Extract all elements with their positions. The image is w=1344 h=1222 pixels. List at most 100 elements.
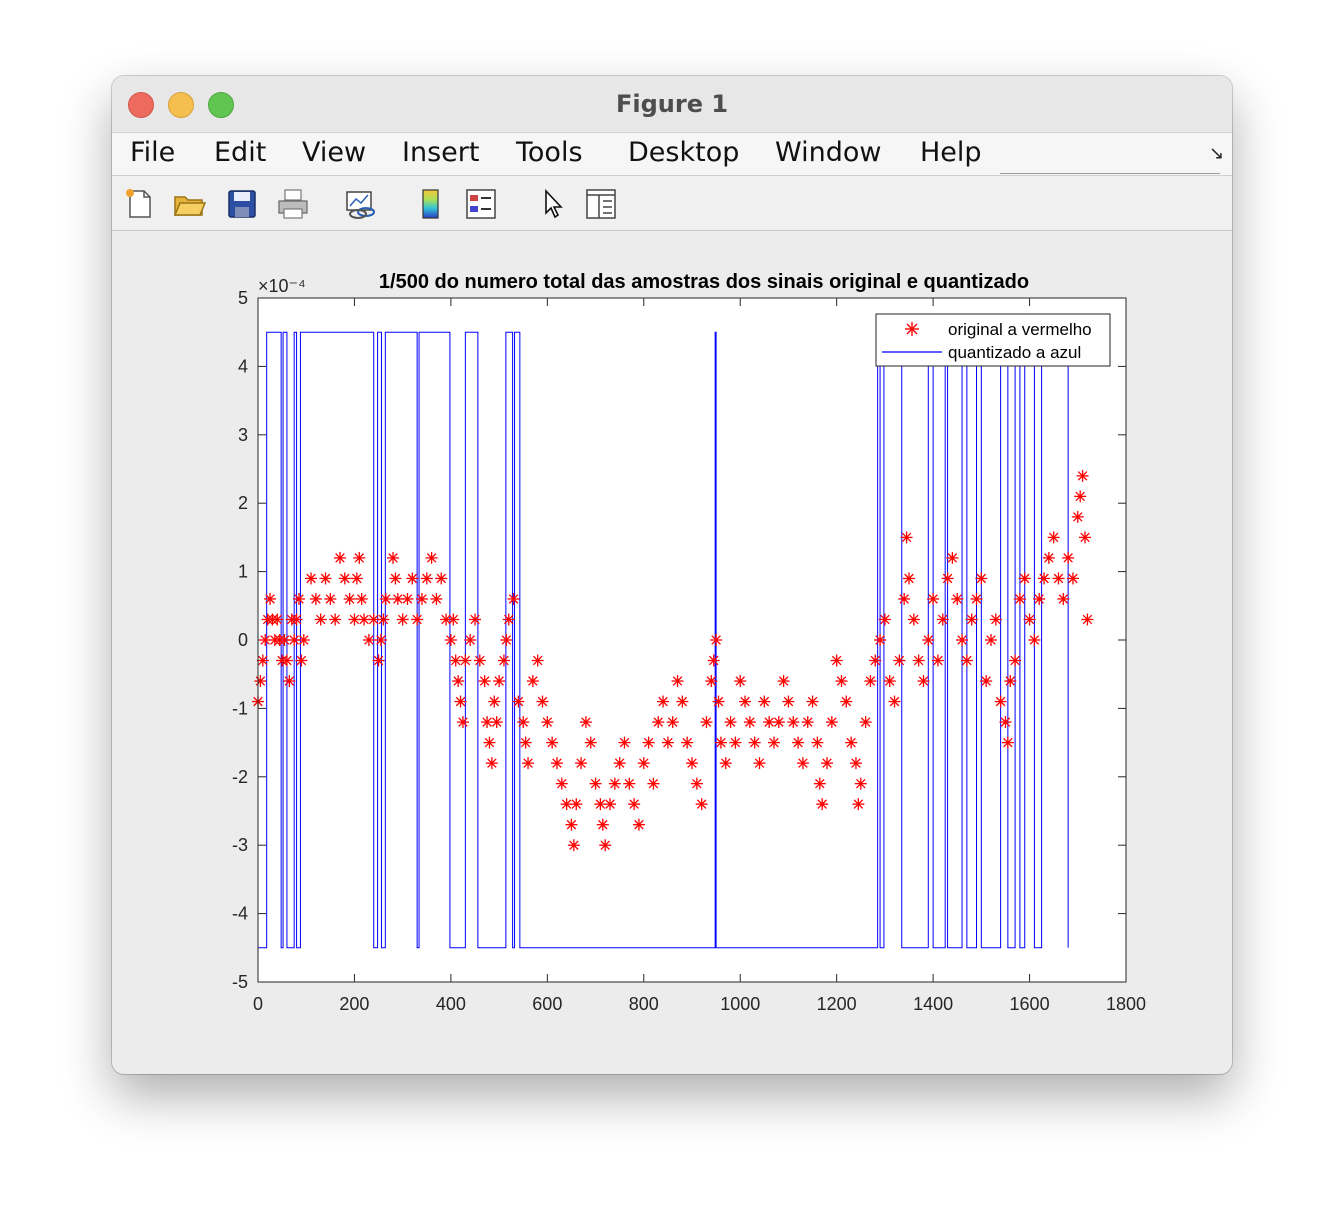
original-sample-point [464,634,477,646]
original-sample-point [632,818,645,831]
original-sample-point [1062,551,1075,564]
original-sample-point [951,592,964,605]
original-sample-point [550,757,563,770]
maximize-button[interactable] [208,92,234,118]
original-sample-point [806,695,819,708]
original-sample-point [1071,510,1084,523]
original-sample-point [254,675,267,688]
menu-edit[interactable]: Edit [214,137,267,168]
original-sample-point [565,818,578,831]
original-sample-point [596,818,609,831]
original-sample-point [849,757,862,770]
close-button[interactable] [128,92,154,118]
menu-tools[interactable]: Tools [516,137,583,168]
save-icon[interactable] [225,187,259,221]
original-sample-point [324,592,337,605]
property-inspector-icon[interactable] [584,187,618,221]
original-sample-point [387,551,400,564]
original-sample-point [584,736,597,749]
original-sample-point [396,613,409,626]
original-sample-point [430,592,443,605]
original-sample-point [1038,572,1051,585]
x-tick-label: 1800 [1106,994,1146,1014]
original-sample-point [517,716,530,729]
original-sample-point [941,572,954,585]
original-sample-point [604,798,617,811]
original-sample-point [519,736,532,749]
menu-help[interactable]: Help [920,137,982,168]
original-sample-point [676,695,689,708]
title-bar: Figure 1 [112,76,1232,133]
original-sample-point [290,613,303,626]
original-sample-point [350,572,363,585]
edit-plot-pointer-icon[interactable] [536,187,570,221]
original-sample-point [536,695,549,708]
original-sample-point [917,675,930,688]
original-sample-point [686,757,698,770]
original-sample-point [280,654,293,667]
original-sample-point [869,654,882,667]
original-sample-point [367,613,380,626]
y-tick-label: -3 [232,835,248,855]
original-sample-point [546,736,559,749]
original-sample-point [1001,736,1014,749]
menu-insert[interactable]: Insert [402,137,480,168]
original-sample-point [642,736,655,749]
menu-view[interactable]: View [302,137,367,168]
original-sample-point [652,716,665,729]
original-sample-point [787,716,800,729]
menu-window[interactable]: Window [775,137,882,168]
axes-frame [257,297,1127,983]
original-sample-point [999,716,1012,729]
original-sample-point [813,777,826,790]
original-sample-point [743,716,756,729]
original-sample-point [259,634,272,646]
window-title: Figure 1 [615,90,729,118]
new-figure-icon[interactable] [122,187,156,221]
y-tick-label: -2 [232,767,248,787]
original-sample-point [772,716,785,729]
link-plot-icon[interactable] [344,187,378,221]
original-sample-point [497,654,510,667]
legend[interactable]: original a vermelho quantizado a azul [875,313,1111,367]
original-sample-point [264,592,277,605]
original-sample-point [444,634,457,646]
open-file-icon[interactable] [172,187,206,221]
original-sample-point [825,716,838,729]
menu-desktop[interactable]: Desktop [628,137,740,168]
original-sample-point [1013,592,1026,605]
dock-arrow-icon[interactable]: ↘ [1209,143,1225,163]
original-sample-point [297,634,310,646]
original-sample-point [623,777,636,790]
original-sample-point [729,736,742,749]
original-sample-point [613,757,626,770]
original-sample-point [1018,572,1031,585]
original-sample-point [965,613,978,626]
original-sample-point [526,675,539,688]
original-sample-point [425,551,438,564]
legend-icon[interactable] [464,187,498,221]
original-sample-point [835,675,848,688]
original-sample-point [690,777,703,790]
original-sample-point [1079,531,1092,544]
y-tick-labels: 5 4 3 2 1 0 -1 -2 -3 -4 -5 [232,288,248,992]
original-sample-point [681,736,694,749]
original-sample-point [1042,551,1055,564]
x-tick-label: 800 [629,994,659,1014]
minimize-button[interactable] [168,92,194,118]
original-sample-point [452,675,465,688]
original-sample-point [379,592,392,605]
original-sample-point [314,613,327,626]
original-sample-point [758,695,771,708]
print-icon[interactable] [276,187,310,221]
original-sample-point [1081,613,1094,626]
y-tick-label: -1 [232,698,248,718]
original-sample-point [777,675,790,688]
original-sample-point [874,634,887,646]
colorbar-icon[interactable] [414,187,448,221]
original-sample-point [888,695,901,708]
original-sample-point [724,716,737,729]
menu-file[interactable]: File [130,137,176,168]
original-sample-point [931,654,944,667]
original-sample-point [811,736,824,749]
